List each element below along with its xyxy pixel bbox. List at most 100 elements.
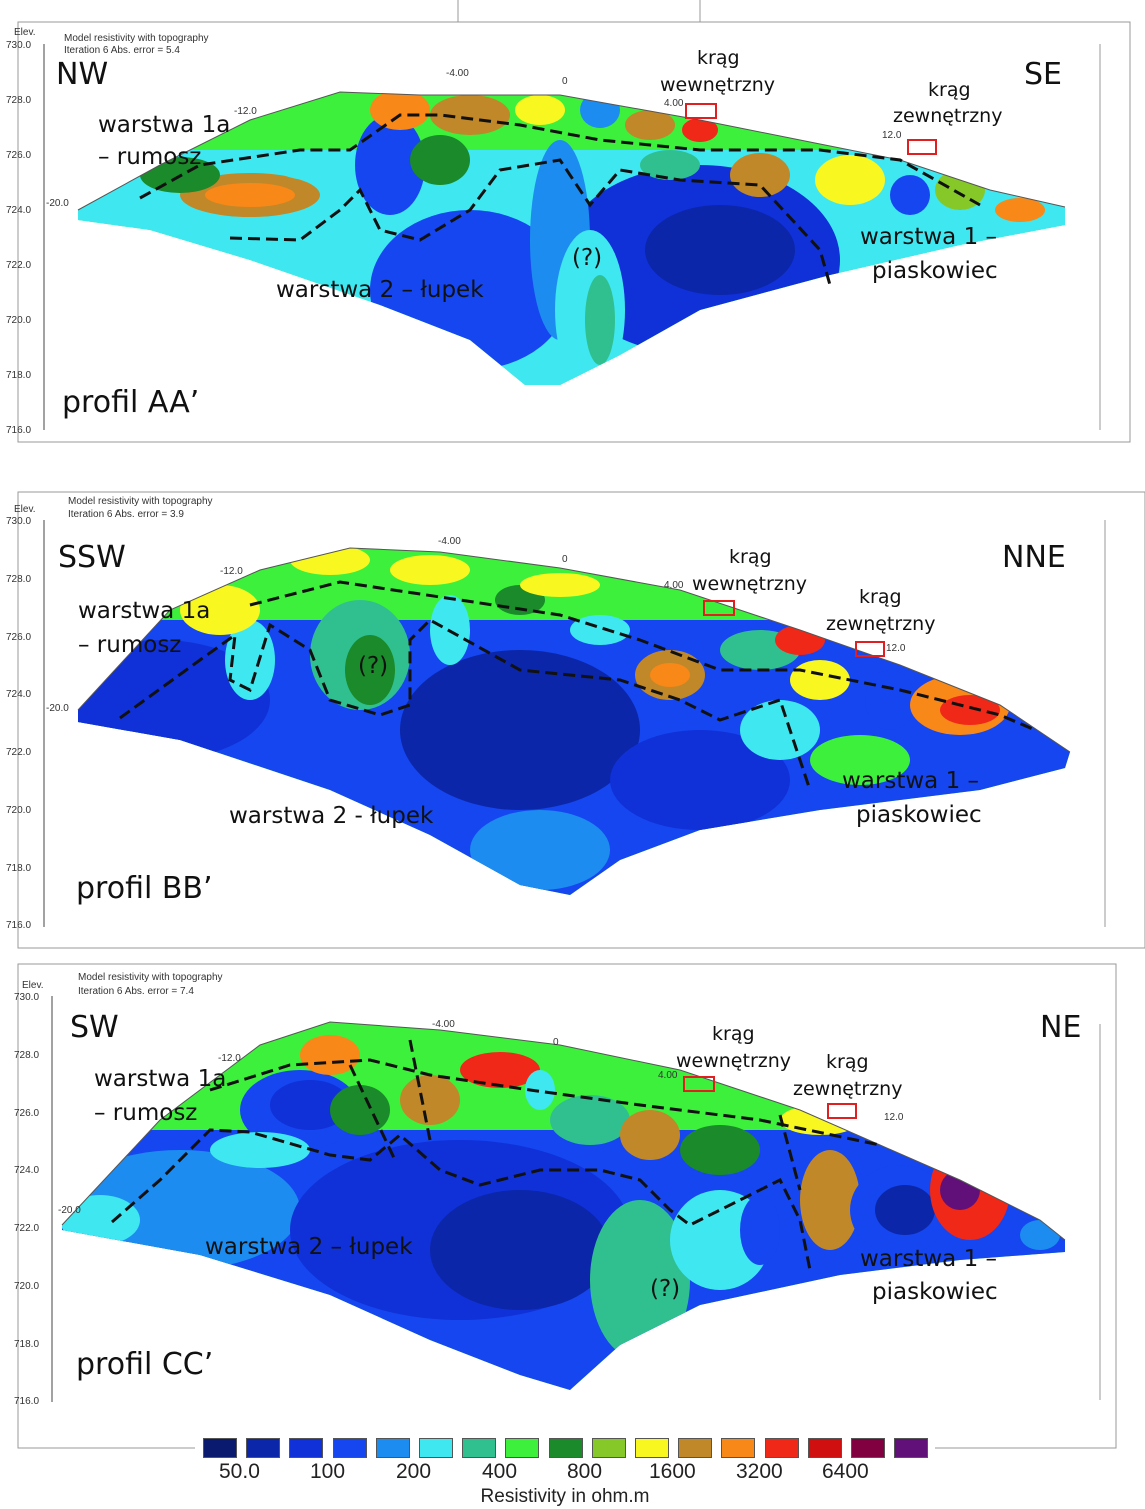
x-tick: 0 <box>553 1037 559 1048</box>
layer-1-label: warstwa 1 – <box>860 224 997 250</box>
layer-1a-label: – rumosz <box>78 632 181 658</box>
colorbar-swatch <box>851 1438 885 1458</box>
y-tick: 728.0 <box>6 95 31 106</box>
x-tick: 4.00 <box>664 580 684 591</box>
inner-circle-label: wewnętrzny <box>660 74 775 96</box>
profile-panel-cc: Model resistivity with topography Iterat… <box>0 960 1145 1449</box>
inner-circle-label: wewnętrzny <box>692 573 807 595</box>
question-mark: (?) <box>572 245 602 271</box>
y-tick: 730.0 <box>6 40 31 51</box>
resistivity-section <box>78 548 1070 895</box>
y-tick: 726.0 <box>6 632 31 643</box>
layer-1-label: warstwa 1 – <box>842 768 979 794</box>
question-mark: (?) <box>358 653 388 679</box>
header-line1: Model resistivity with topography <box>68 496 213 507</box>
direction-right: NNE <box>1002 540 1066 575</box>
layer-1a-label: warstwa 1a <box>98 112 230 138</box>
x-axis: -20.0 -12.0 -4.00 0 4.00 12.0 <box>46 536 906 714</box>
x-tick: -20.0 <box>58 1205 81 1216</box>
x-tick: -12.0 <box>234 106 257 117</box>
x-axis: -20.0 -12.0 -4.00 0 4.00 12.0 <box>58 1019 904 1216</box>
x-tick: -4.00 <box>438 536 461 547</box>
panel-frame <box>17 21 1131 443</box>
direction-right: SE <box>1024 57 1062 92</box>
x-tick: 12.0 <box>884 1112 904 1123</box>
x-tick: 4.00 <box>664 98 684 109</box>
x-tick: -4.00 <box>446 68 469 79</box>
y-tick: 720.0 <box>6 805 31 816</box>
outer-circle-marker <box>827 1103 857 1119</box>
colorbar-swatch <box>894 1438 929 1458</box>
colorbar-label: 100 <box>310 1460 346 1483</box>
layer-2-label: warstwa 2 – łupek <box>205 1234 413 1260</box>
colorbar-swatch <box>548 1438 583 1458</box>
colorbar-swatch <box>462 1438 497 1458</box>
layer-1-label: piaskowiec <box>872 1279 998 1305</box>
colorbar-swatch <box>419 1438 453 1458</box>
colorbar-legend: 50.0 100 200 400 800 1600 3200 6400 Resi… <box>195 1430 935 1509</box>
direction-left: NW <box>56 57 108 92</box>
layer-2-label: warstwa 2 - łupek <box>229 803 434 829</box>
y-tick: 722.0 <box>6 260 31 271</box>
y-tick: 718.0 <box>14 1339 39 1350</box>
x-tick: -4.00 <box>432 1019 455 1030</box>
direction-right: NE <box>1040 1010 1081 1045</box>
elev-label: Elev. <box>14 27 36 38</box>
x-tick: 0 <box>562 76 568 87</box>
profile-label: profil AA’ <box>62 385 199 420</box>
colorbar-swatch <box>721 1438 756 1458</box>
colorbar-swatch <box>289 1438 324 1458</box>
colorbar-label: 3200 <box>736 1460 783 1483</box>
x-axis: -20.0 -12.0 -4.00 0 4.00 12.0 <box>46 68 902 209</box>
colorbar-swatch <box>591 1438 626 1458</box>
colorbar-label: 50.0 <box>219 1460 260 1483</box>
outer-circle-label: krąg <box>859 586 902 608</box>
layer-1-label: piaskowiec <box>872 258 998 284</box>
header-line1: Model resistivity with topography <box>64 33 209 44</box>
y-tick: 730.0 <box>6 516 31 527</box>
y-tick: 724.0 <box>6 689 31 700</box>
y-tick: 720.0 <box>6 315 31 326</box>
colorbar-label: 1600 <box>649 1460 696 1483</box>
y-tick: 728.0 <box>14 1050 39 1061</box>
colorbar-swatch <box>246 1438 281 1458</box>
y-tick: 718.0 <box>6 370 31 381</box>
y-tick: 720.0 <box>14 1281 39 1292</box>
y-tick: 726.0 <box>14 1108 39 1119</box>
profile-label: profil CC’ <box>76 1347 213 1382</box>
colorbar-swatch <box>332 1438 367 1458</box>
x-tick: 0 <box>562 554 568 565</box>
layer-1a-label: – rumosz <box>98 144 201 170</box>
x-tick: -20.0 <box>46 198 69 209</box>
layer-1a-label: – rumosz <box>94 1100 197 1126</box>
layer-1a-label: warstwa 1a <box>94 1066 226 1092</box>
x-tick: 12.0 <box>882 130 902 141</box>
colorbar-swatch <box>764 1438 799 1458</box>
y-tick: 716.0 <box>6 920 31 931</box>
inner-circle-label: krąg <box>712 1023 755 1045</box>
colorbar-swatch <box>375 1438 410 1458</box>
inner-circle-label: wewnętrzny <box>676 1050 791 1072</box>
outer-circle-label: krąg <box>928 79 971 101</box>
colorbar-swatch <box>635 1438 669 1458</box>
x-tick: 4.00 <box>658 1070 678 1081</box>
y-tick: 730.0 <box>14 992 39 1003</box>
inner-circle-label: krąg <box>729 546 772 568</box>
y-tick: 726.0 <box>6 150 31 161</box>
direction-left: SW <box>70 1010 119 1045</box>
y-tick: 724.0 <box>14 1165 39 1176</box>
outer-circle-label: zewnętrzny <box>826 613 935 635</box>
section-plot-cc: Model resistivity with topography Iterat… <box>14 963 1117 1449</box>
y-tick: 722.0 <box>6 747 31 758</box>
colorbar-swatch <box>678 1438 713 1458</box>
section-plot-aa: Model resistivity with topography Iterat… <box>6 0 1131 443</box>
layer-2-label: warstwa 2 – łupek <box>276 277 484 303</box>
outer-circle-label: krąg <box>826 1051 869 1073</box>
colorbar-label: 800 <box>567 1460 603 1483</box>
profile-panel-aa: Model resistivity with topography Iterat… <box>0 0 1145 450</box>
direction-left: SSW <box>58 540 126 575</box>
inner-circle-label: krąg <box>697 47 740 69</box>
colorbar-title: Resistivity in ohm.m <box>480 1486 650 1507</box>
y-axis: 730.0 728.0 726.0 724.0 722.0 720.0 718.… <box>6 40 1101 436</box>
outer-circle-label: zewnętrzny <box>793 1078 902 1100</box>
